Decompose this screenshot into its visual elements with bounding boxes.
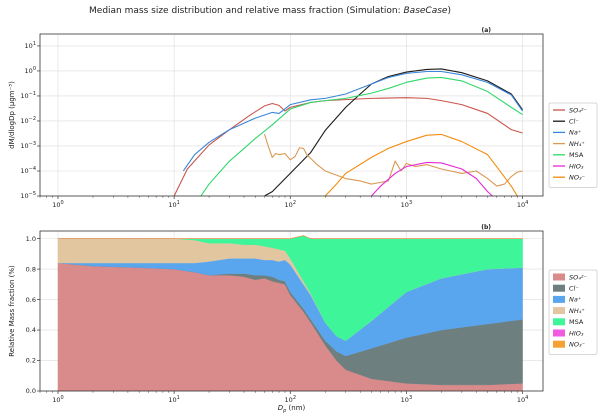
series-line — [173, 97, 523, 196]
x-tick-label: 102 — [285, 200, 296, 209]
y-axis-label: dM/dlogDp (μgm⁻³) — [8, 81, 16, 149]
plot-background — [40, 34, 543, 196]
y-tick-label: 1.0 — [26, 235, 36, 243]
legend-swatch — [553, 273, 565, 281]
stacked-areas — [57, 235, 523, 392]
y-tick-label: 0.4 — [26, 326, 36, 334]
plot-frame — [39, 33, 544, 197]
legend-entry: Cl⁻ — [569, 285, 579, 293]
legend-swatch — [553, 307, 565, 315]
stacked-area — [57, 235, 523, 239]
x-tick-label: 100 — [52, 200, 63, 209]
legend-entry: NO₃⁻ — [569, 341, 585, 349]
legend-entry: SO₄²⁻ — [569, 273, 587, 281]
panel-label: (b) — [481, 224, 491, 231]
legend: SO₄²⁻ Cl⁻ Na⁺ NH₄⁺ MSA HIO₃ NO₃⁻ — [548, 102, 598, 188]
x-tick-label: 103 — [401, 395, 412, 404]
x-tick-label: 103 — [401, 200, 412, 209]
figure-title: Median mass size distribution and relati… — [89, 6, 451, 16]
y-tick-label: 100 — [25, 66, 36, 75]
series-line — [324, 133, 518, 196]
y-tick-label: 10−5 — [20, 191, 36, 200]
x-tick-label: 104 — [517, 395, 528, 404]
y-tick-label: 0.0 — [26, 387, 36, 395]
legend: SO₄²⁻ Cl⁻ Na⁺ NH₄⁺ MSA HIO₃ NO₃⁻ — [548, 269, 598, 355]
y-tick-label: 10−4 — [20, 166, 36, 175]
panel-label: (a) — [481, 27, 491, 34]
legend-entry: MSA — [569, 151, 584, 159]
legend-swatch — [553, 318, 565, 326]
legend-entry: NH₄⁺ — [569, 140, 585, 148]
x-tick-label: 100 — [52, 395, 63, 404]
series-line — [371, 161, 493, 196]
series-line — [263, 133, 523, 187]
legend-entry: HIO₃ — [569, 162, 584, 170]
legend-entry: HIO₃ — [569, 329, 584, 337]
plot-frame — [39, 230, 544, 392]
series-lines — [173, 68, 524, 196]
x-tick-label: 101 — [168, 200, 179, 209]
x-tick-label: 101 — [168, 395, 179, 404]
legend-entry: SO₄²⁻ — [569, 106, 587, 114]
legend-swatch — [553, 340, 565, 348]
legend-entry: MSA — [569, 318, 584, 326]
legend-entry: NH₄⁺ — [569, 307, 585, 315]
y-tick-label: 0.8 — [26, 265, 36, 273]
panel-a-distribution-chart: 100 101 102 103 104 10−5 10−4 10−3 10−2 10−1 100 10… — [8, 27, 598, 209]
legend-entry: Na⁺ — [569, 296, 581, 304]
series-line — [182, 70, 524, 172]
y-axis-label: Relative Mass fraction (%) — [8, 265, 16, 357]
legend-swatch — [553, 295, 565, 303]
legend-swatch — [553, 284, 565, 292]
y-tick-label: 10−1 — [20, 91, 36, 100]
legend-entry: NO₃⁻ — [569, 174, 585, 182]
x-axis-label: Dp (nm) — [278, 404, 306, 414]
legend-entry: Na⁺ — [569, 129, 581, 137]
y-tick-label: 101 — [25, 41, 36, 50]
panel-b-mass-fraction-chart: 100 101 102 103 104 0.0 0.2 0.4 0.6 0.8 1.0 (b) Rela… — [8, 224, 598, 414]
x-tick-label: 102 — [285, 395, 296, 404]
y-tick-label: 10−3 — [20, 141, 36, 150]
y-tick-label: 0.6 — [26, 296, 36, 304]
x-tick-label: 104 — [517, 200, 528, 209]
series-line — [200, 76, 523, 196]
legend-swatch — [553, 329, 565, 337]
legend-entry: Cl⁻ — [569, 118, 579, 126]
y-tick-label: 0.2 — [26, 357, 36, 365]
y-tick-label: 10−2 — [20, 116, 36, 125]
